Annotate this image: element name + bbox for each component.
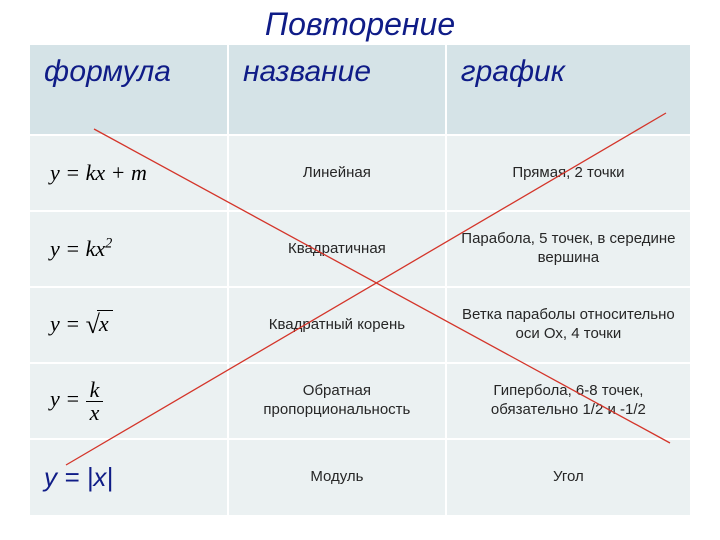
graph-cell: Ветка параболы относительно оси Ох, 4 то… bbox=[446, 287, 690, 363]
name-cell: Линейная bbox=[228, 135, 446, 211]
name-cell: Квадратный корень bbox=[228, 287, 446, 363]
graph-cell: Прямая, 2 точки bbox=[446, 135, 690, 211]
formula-cell: y = kx bbox=[30, 363, 228, 439]
name-cell: Модуль bbox=[228, 439, 446, 515]
page-title: Повторение bbox=[0, 0, 720, 45]
formula-cell: y = √x bbox=[30, 287, 228, 363]
table-row: y = kx2КвадратичнаяПарабола, 5 точек, в … bbox=[30, 211, 690, 287]
graph-cell: Гипербола, 6-8 точек, обязательно 1/2 и … bbox=[446, 363, 690, 439]
table-row: y = kxОбратная пропорциональностьГипербо… bbox=[30, 363, 690, 439]
table-row: y = |x|МодульУгол bbox=[30, 439, 690, 515]
table-header-row: формуланазваниеграфик bbox=[30, 45, 690, 135]
table-container: формуланазваниеграфик y = kx + mЛинейная… bbox=[30, 45, 690, 515]
table-row: y = kx + mЛинейнаяПрямая, 2 точки bbox=[30, 135, 690, 211]
functions-table: формуланазваниеграфик y = kx + mЛинейная… bbox=[30, 45, 690, 515]
formula-cell: y = kx + m bbox=[30, 135, 228, 211]
column-header-2: график bbox=[446, 45, 690, 135]
name-cell: Обратная пропорциональность bbox=[228, 363, 446, 439]
formula-cell: y = |x| bbox=[30, 439, 228, 515]
name-cell: Квадратичная bbox=[228, 211, 446, 287]
table-row: y = √xКвадратный кореньВетка параболы от… bbox=[30, 287, 690, 363]
column-header-0: формула bbox=[30, 45, 228, 135]
formula-cell: y = kx2 bbox=[30, 211, 228, 287]
graph-cell: Парабола, 5 точек, в середине вершина bbox=[446, 211, 690, 287]
graph-cell: Угол bbox=[446, 439, 690, 515]
column-header-1: название bbox=[228, 45, 446, 135]
